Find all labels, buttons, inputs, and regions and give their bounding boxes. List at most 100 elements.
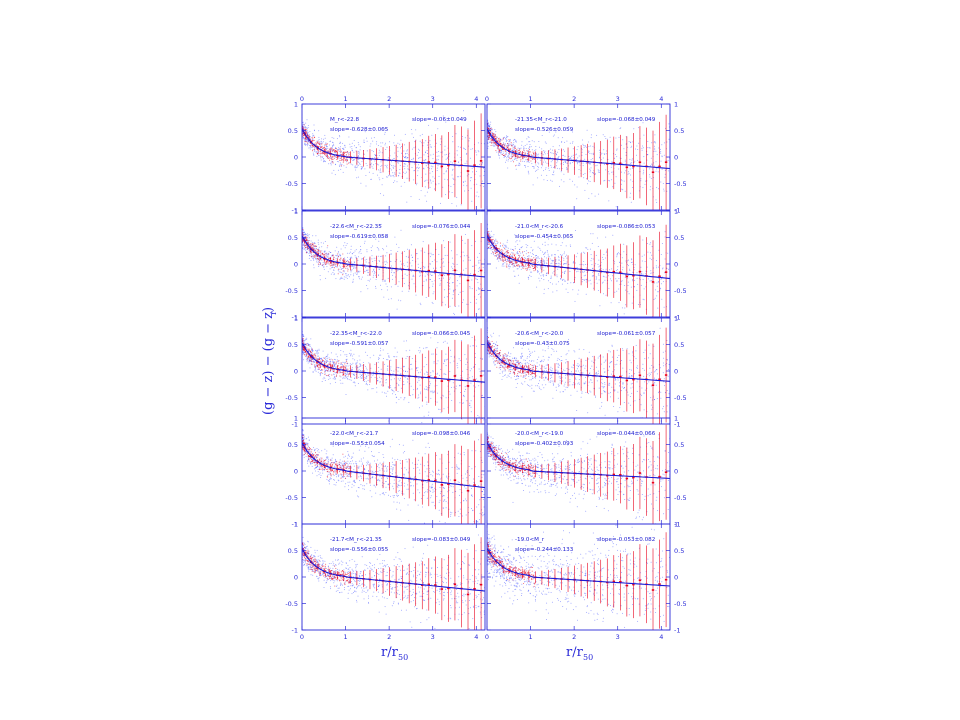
scatter-point: [373, 151, 374, 153]
scatter-point: [621, 180, 623, 182]
scatter-point: [314, 147, 315, 149]
scatter-point: [359, 250, 361, 252]
scatter-point: [494, 240, 496, 241]
scatter-point: [438, 175, 440, 177]
scatter-point: [510, 264, 512, 265]
profile-point: [491, 247, 493, 249]
scatter-point: [555, 283, 557, 285]
scatter-point: [384, 279, 386, 281]
scatter-point: [508, 140, 510, 142]
scatter-point: [400, 270, 402, 272]
scatter-point: [498, 260, 500, 262]
y-tick-label: 1: [294, 100, 298, 108]
scatter-point: [557, 151, 559, 153]
scatter-point: [344, 242, 346, 244]
scatter-point: [470, 273, 472, 275]
scatter-point: [407, 149, 409, 151]
scatter-point: [424, 160, 425, 162]
scatter-point: [468, 276, 470, 278]
scatter-point: [465, 267, 467, 269]
scatter-point: [556, 154, 558, 156]
scatter-point: [595, 276, 597, 278]
scatter-point: [520, 247, 522, 249]
scatter-point: [341, 163, 343, 165]
scatter-point: [552, 146, 554, 148]
scatter-point: [321, 250, 323, 252]
scatter-point: [602, 259, 604, 260]
profile-point: [321, 145, 323, 147]
profile-point: [347, 261, 349, 263]
scatter-point: [630, 146, 632, 148]
scatter-point: [665, 289, 666, 291]
scatter-point: [492, 249, 494, 251]
scatter-point: [648, 147, 650, 149]
scatter-point: [438, 155, 440, 157]
scatter-point: [419, 302, 421, 304]
profile-point: [530, 154, 533, 156]
scatter-point: [622, 272, 624, 274]
scatter-point: [476, 170, 477, 172]
scatter-point: [402, 165, 404, 167]
scatter-point: [610, 280, 612, 282]
scatter-point: [642, 239, 644, 241]
scatter-point: [662, 268, 664, 270]
scatter-point: [394, 180, 396, 182]
scatter-point: [405, 156, 407, 158]
profile-point: [348, 261, 350, 263]
scatter-point: [475, 151, 477, 153]
scatter-point: [313, 134, 315, 136]
scatter-point: [318, 264, 320, 266]
scatter-point: [616, 253, 618, 255]
scatter-point: [507, 155, 508, 157]
scatter-point: [456, 270, 458, 272]
scatter-point: [422, 145, 424, 147]
scatter-point: [514, 264, 515, 266]
scatter-point: [641, 271, 643, 273]
scatter-point: [452, 168, 454, 170]
panel-plot-area: [302, 110, 485, 210]
profile-point: [503, 259, 505, 261]
scatter-point: [656, 285, 658, 287]
scatter-point: [430, 146, 432, 148]
scatter-point: [530, 146, 532, 148]
scatter-point: [598, 274, 600, 276]
scatter-point: [526, 250, 528, 252]
scatter-point: [436, 158, 438, 160]
scatter-point: [581, 281, 583, 283]
profile-point: [344, 151, 346, 153]
profile-bin: [632, 274, 635, 277]
scatter-point: [314, 246, 316, 248]
scatter-point: [547, 288, 549, 290]
scatter-point: [563, 278, 565, 280]
scatter-point: [342, 268, 344, 269]
scatter-point: [583, 159, 585, 161]
scatter-point: [406, 171, 407, 173]
scatter-point: [597, 263, 599, 265]
profile-point: [331, 156, 333, 158]
scatter-point: [373, 269, 375, 271]
scatter-point: [385, 142, 386, 144]
scatter-point: [352, 164, 354, 166]
scatter-point: [361, 167, 363, 169]
scatter-point: [527, 171, 529, 173]
scatter-point: [487, 145, 489, 147]
scatter-point: [666, 141, 668, 143]
scatter-point: [596, 237, 598, 239]
scatter-point: [604, 279, 606, 281]
scatter-point: [325, 277, 327, 279]
scatter-point: [616, 279, 618, 281]
scatter-point: [654, 141, 656, 143]
scatter-point: [578, 169, 580, 170]
scatter-point: [421, 133, 423, 135]
scatter-point: [402, 171, 404, 173]
scatter-point: [589, 163, 591, 165]
scatter-point: [438, 275, 440, 277]
profile-point: [526, 150, 528, 152]
scatter-point: [418, 266, 419, 268]
scatter-point: [426, 272, 428, 274]
scatter-point: [328, 163, 330, 165]
scatter-point: [618, 288, 620, 290]
scatter-point: [350, 256, 352, 258]
profile-point: [345, 260, 347, 262]
profile-point: [523, 260, 525, 262]
